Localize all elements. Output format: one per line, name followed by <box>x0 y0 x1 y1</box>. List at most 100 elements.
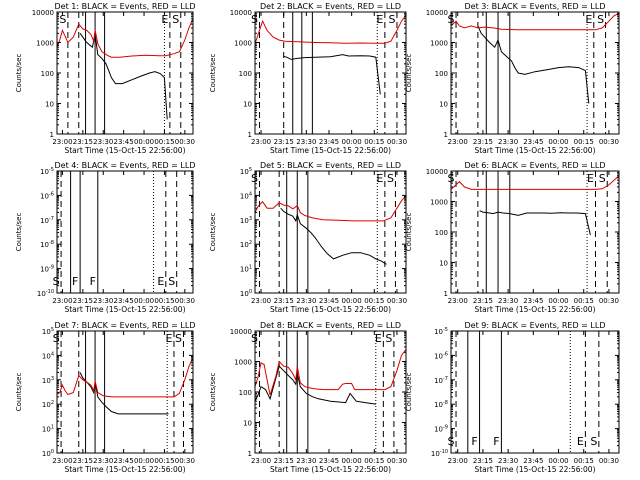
event-markers <box>455 331 600 453</box>
y-tick-label: 103 <box>240 216 252 225</box>
x-tick-label: 23:00 <box>52 138 72 146</box>
panel-title: Det 3: BLACK = Events, RED = LLD <box>465 2 606 11</box>
x-tick-label: 00:00 <box>134 297 154 305</box>
x-tick-label: 23:30 <box>93 297 113 305</box>
y-tick-label: 1000 <box>234 40 252 48</box>
marker-label: F <box>493 435 499 448</box>
x-tick-label: 00:00 <box>342 457 362 465</box>
x-tick-label: 23:45 <box>523 457 543 465</box>
x-tick-label: 23:00 <box>251 297 271 305</box>
y-axis: 1 10 100 1000 10000 <box>230 9 406 139</box>
panel-title: Det 6: BLACK = Events, RED = LLD <box>465 161 606 170</box>
marker-label: S <box>597 13 604 26</box>
x-axis: 23:00 23:15 23:30 23:45 00:00 00:15 00:30 <box>448 171 619 305</box>
y-axis-label: Counts/sec <box>405 373 413 412</box>
x-tick-label: 23:30 <box>296 457 316 465</box>
series-group <box>255 195 406 265</box>
y-tick-label: 1 <box>248 131 252 139</box>
marker-label: E <box>587 172 594 185</box>
plot-frame <box>450 330 620 454</box>
marker-label: E <box>585 13 592 26</box>
plot-frame <box>254 170 407 294</box>
events-series-line <box>280 207 387 265</box>
x-tick-label: 00:00 <box>342 297 362 305</box>
y-tick-label: 10-10 <box>37 289 54 298</box>
y-tick-label: 100 <box>240 289 252 298</box>
y-tick-label: 10-7 <box>434 376 448 385</box>
marker-label: S <box>388 13 395 26</box>
lld-series-line <box>255 14 406 45</box>
x-tick-label: 23:30 <box>498 138 518 146</box>
x-tick-label: 00:30 <box>175 457 195 465</box>
y-axis: 1 10 100 1000 10000 <box>230 328 406 458</box>
events-series-line <box>79 33 168 120</box>
x-tick-label: 00:15 <box>364 297 384 305</box>
x-tick-label: 23:45 <box>319 138 339 146</box>
y-tick-label: 10000 <box>426 168 448 176</box>
event-markers <box>455 12 607 134</box>
marker-label: S <box>599 172 606 185</box>
x-tick-label: 00:30 <box>599 457 619 465</box>
lld-series-line <box>255 349 406 396</box>
x-tick-label: 00:30 <box>387 138 407 146</box>
lld-series-line <box>57 357 193 398</box>
events-series-line <box>255 365 376 405</box>
series-group <box>255 349 406 405</box>
marker-label: E <box>376 172 383 185</box>
marker-label: F <box>471 435 477 448</box>
y-axis: 10-10 10-9 10-8 10-7 10-6 10-5 <box>431 327 619 458</box>
y-tick-label: 1 <box>444 131 448 139</box>
marker-label: S <box>175 332 182 345</box>
event-markers <box>67 12 182 134</box>
marker-label: S <box>590 435 597 448</box>
x-tick-label: 00:15 <box>154 457 174 465</box>
x-tick-label: 23:45 <box>114 297 134 305</box>
event-markers <box>60 331 184 453</box>
y-axis-label: Counts/sec <box>209 213 217 252</box>
x-tick-label: 23:45 <box>319 457 339 465</box>
x-tick-label: 23:15 <box>274 138 294 146</box>
x-tick-label: 00:15 <box>574 457 594 465</box>
y-tick-label: 102 <box>42 400 54 409</box>
x-axis: 23:00 23:15 23:30 23:45 00:00 00:15 00:30 <box>448 12 619 146</box>
y-tick-label: 10-7 <box>40 216 54 225</box>
x-tick-label: 00:30 <box>599 297 619 305</box>
panel-title: Det 9: BLACK = Events, RED = LLD <box>465 321 606 330</box>
series-group <box>57 357 193 415</box>
y-tick-label: 10000 <box>230 328 252 336</box>
x-tick-label: 00:30 <box>387 297 407 305</box>
y-tick-label: 100 <box>239 70 252 78</box>
x-tick-label: 23:15 <box>73 297 93 305</box>
x-tick-label: 00:30 <box>175 138 195 146</box>
y-tick-label: 1000 <box>234 359 252 367</box>
y-axis-label: Counts/sec <box>15 373 23 412</box>
y-tick-label: 1000 <box>430 199 448 207</box>
y-tick-label: 10-9 <box>434 425 448 434</box>
x-tick-label: 00:00 <box>548 297 568 305</box>
series-group <box>57 18 193 120</box>
y-axis: 100 101 102 103 104 105 <box>240 167 406 298</box>
x-tick-label: 23:30 <box>93 138 113 146</box>
y-tick-label: 1000 <box>36 40 54 48</box>
y-tick-label: 10-5 <box>434 327 448 336</box>
y-tick-label: 105 <box>240 167 252 176</box>
y-tick-label: 1 <box>248 450 252 458</box>
y-tick-label: 100 <box>435 229 448 237</box>
marker-label: E <box>375 332 382 345</box>
marker-label: E <box>376 13 383 26</box>
x-axis-label: Start Time (15-Oct-15 22:56:00) <box>474 305 595 314</box>
x-tick-label: 00:15 <box>574 297 594 305</box>
y-tick-label: 10000 <box>32 9 54 17</box>
y-tick-label: 101 <box>42 425 54 434</box>
y-axis-label: Counts/sec <box>15 213 23 252</box>
marker-label: E <box>157 275 164 288</box>
series-group <box>451 175 619 236</box>
x-tick-label: 23:30 <box>296 138 316 146</box>
series-group <box>451 12 619 104</box>
marker-label: S <box>172 13 179 26</box>
x-tick-label: 00:15 <box>154 138 174 146</box>
x-tick-label: 23:15 <box>274 457 294 465</box>
